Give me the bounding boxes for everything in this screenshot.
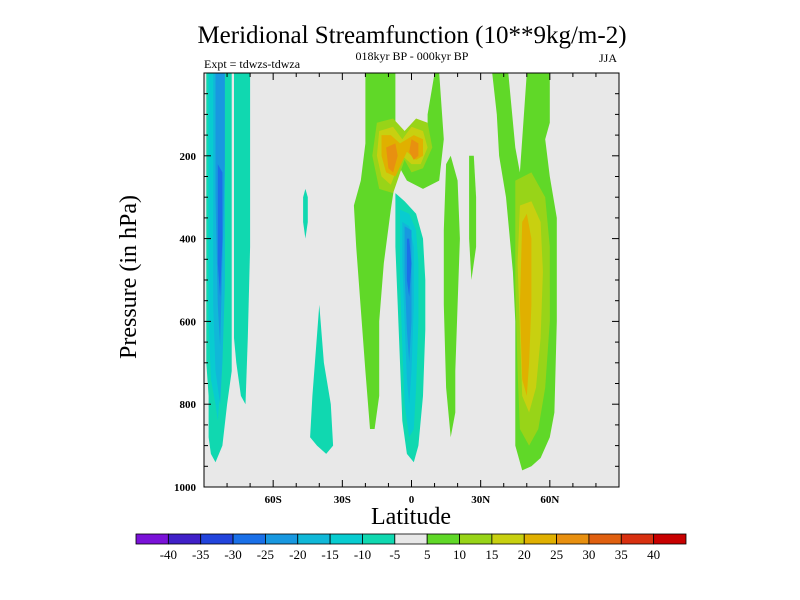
colorbar-swatch — [329, 533, 363, 545]
contour-region-sh-cell-core — [217, 164, 223, 297]
colorbar — [135, 533, 687, 545]
colorbar-label: -35 — [192, 547, 209, 562]
season-label: JJA — [599, 51, 617, 65]
colorbar-label: 30 — [582, 547, 595, 562]
y-tick-label: 600 — [180, 316, 197, 328]
colorbar-label: 15 — [485, 547, 498, 562]
contour-region-tropics-pos-l5 — [386, 143, 398, 173]
colorbar-swatch — [232, 533, 266, 545]
contour-region-midlat-s-a — [303, 188, 308, 239]
colorbar-swatch — [394, 533, 428, 545]
contour-region-midlat-n-b — [469, 155, 477, 280]
colorbar-swatch — [135, 533, 169, 545]
x-tick-label: 60S — [265, 494, 282, 506]
colorbar-swatch — [523, 533, 557, 545]
contour-region-tropics-pos-l5b — [409, 139, 419, 160]
colorbar-swatch — [620, 533, 655, 545]
colorbar-label: 35 — [615, 547, 628, 562]
colorbar-label: 10 — [453, 547, 466, 562]
chart-title: Meridional Streamfunction (10**9kg/m-2) — [197, 22, 626, 49]
x-axis-title: Latitude — [371, 504, 451, 530]
contour-region-midlat-s-b — [310, 304, 334, 454]
colorbar-label: -15 — [321, 547, 338, 562]
colorbar-labels: -40 -35 -30 -25 -20 -15 -10 -5 5 10 15 20 25 30 35 40 — [160, 547, 660, 562]
chart-subtitle: 018kyr BP - 000kyr BP — [356, 49, 469, 63]
colorbar-swatch — [265, 533, 299, 545]
experiment-label: Expt = tdwzs-tdwza — [204, 57, 301, 71]
colorbar-label: -10 — [354, 547, 371, 562]
y-tick-label: 200 — [180, 151, 197, 163]
y-tick-label: 400 — [180, 234, 197, 246]
contour-region-midlat-n-a — [443, 155, 460, 438]
colorbar-label: 5 — [424, 547, 431, 562]
colorbar-label: 40 — [647, 547, 660, 562]
axis-ticks — [204, 73, 619, 488]
colorbar-swatch — [556, 533, 590, 545]
colorbar-swatch — [200, 533, 234, 545]
contour-region-nh-cell-core — [519, 213, 532, 396]
x-tick-label: 0 — [409, 494, 415, 506]
y-axis-title: Pressure (in hPa) — [116, 195, 142, 359]
axis-tick-labels: 60S 30S 0 30N 60N 200 400 600 800 1000 — [174, 151, 559, 506]
colorbar-label: -40 — [160, 547, 177, 562]
contour-fill-layer — [206, 73, 557, 471]
y-tick-label: 1000 — [174, 482, 197, 494]
colorbar-swatch — [362, 533, 396, 545]
y-tick-label: 800 — [180, 399, 197, 411]
colorbar-label: -5 — [389, 547, 400, 562]
colorbar-swatch — [588, 533, 622, 545]
contour-region-sh-cell-outer-b — [234, 73, 251, 405]
x-tick-label: 30N — [471, 494, 490, 506]
colorbar-swatch — [653, 533, 687, 545]
colorbar-swatch — [167, 533, 202, 545]
colorbar-label: -30 — [224, 547, 241, 562]
colorbar-swatch — [459, 533, 493, 545]
colorbar-label: -20 — [289, 547, 306, 562]
colorbar-swatch — [426, 533, 460, 545]
colorbar-label: 20 — [518, 547, 531, 562]
colorbar-swatch — [297, 533, 331, 545]
x-tick-label: 30S — [334, 494, 351, 506]
x-tick-label: 60N — [540, 494, 559, 506]
colorbar-label: -25 — [257, 547, 274, 562]
colorbar-swatch — [491, 533, 525, 545]
contour-region-tropics-neg-core — [406, 238, 412, 297]
colorbar-label: 25 — [550, 547, 563, 562]
